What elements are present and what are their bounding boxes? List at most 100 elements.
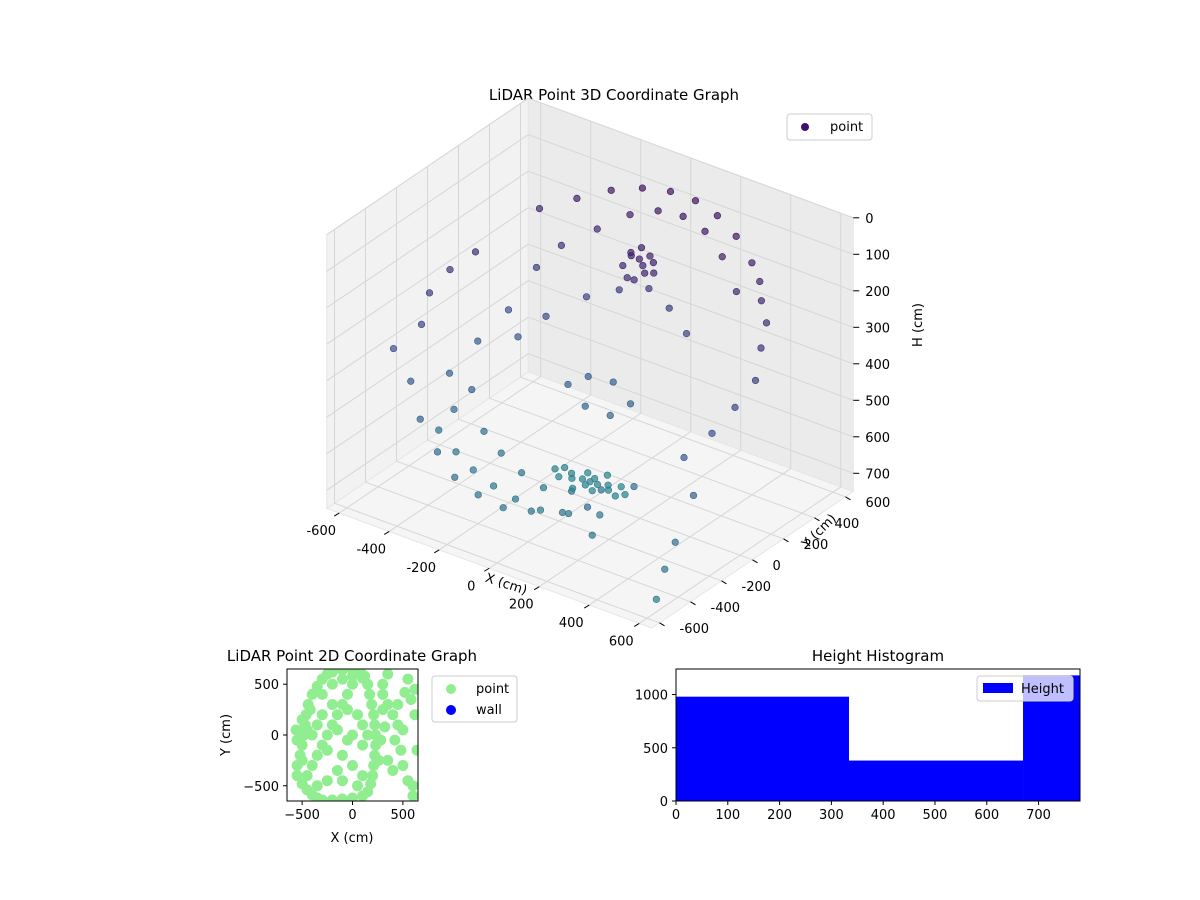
chart-3d-y-tick [721, 580, 727, 585]
chart-2d-point-point [326, 699, 338, 711]
histogram-x-tick-label: 200 [767, 808, 792, 823]
chart-2d-point-point [331, 709, 343, 721]
chart-3d-grid-z-left [326, 353, 529, 491]
chart-3d-point [619, 261, 627, 270]
chart-2d-point-point [326, 678, 338, 690]
chart-3d-point [578, 475, 587, 483]
chart-3d-y-tick [845, 496, 851, 501]
histogram-legend: Height [976, 675, 1074, 702]
chart-2d-point-point [377, 704, 389, 716]
chart-3d-point [762, 319, 771, 327]
chart-3d-point [451, 473, 459, 481]
chart-3d-point [645, 284, 653, 293]
chart-3d-scatter: LiDAR Point 3D Coordinate Graph -600-400… [306, 86, 926, 649]
chart-2d-point-point [377, 688, 389, 700]
chart-3d-point [514, 333, 522, 341]
chart-3d-z-tick-label: 400 [865, 358, 890, 373]
chart-2d-point-point [375, 734, 387, 746]
histogram-y-tick-label: 500 [643, 742, 668, 757]
chart-3d-point [417, 320, 426, 329]
chart-3d-grid-z-back [528, 353, 854, 474]
chart-2d-point-point [304, 704, 316, 716]
chart-3d-point [474, 337, 482, 345]
chart-2d-point-point [341, 704, 353, 716]
chart-3d-point [425, 289, 434, 297]
chart-2d-point-point [392, 699, 404, 711]
chart-3d-point [751, 376, 760, 385]
chart-3d-point [499, 504, 507, 512]
chart-2d-point-point [364, 688, 376, 700]
chart-3d-point [564, 380, 572, 389]
chart-3d-grid-z-back [528, 316, 854, 438]
histogram-frame [675, 668, 1081, 802]
histogram-x-tick-label: 300 [819, 808, 844, 823]
chart-3d-point [639, 262, 647, 270]
chart-3d-point [603, 471, 612, 479]
chart-2d-point-point [357, 770, 369, 782]
chart-2d-point-point [352, 780, 364, 792]
chart-2d-y-axis-label: Y (cm) [219, 714, 234, 757]
chart-2d-point-point [387, 709, 399, 721]
chart-3d-point [637, 244, 646, 252]
chart-3d-grid-z-back [528, 134, 854, 255]
histogram-legend-label: Height [1021, 682, 1064, 697]
chart-2d-point-point [352, 709, 364, 721]
chart-3d-point [617, 483, 625, 491]
chart-2d-point-point [336, 793, 348, 801]
chart-3d-point [756, 277, 764, 286]
chart-2d-point-point [296, 714, 308, 726]
chart-3d-grid-z-left [326, 134, 529, 272]
chart-3d-point [517, 469, 526, 477]
chart-3d-grid-y-floor [365, 481, 691, 603]
chart-3d-z-tick-label: 700 [865, 467, 890, 482]
chart-3d-point [665, 304, 673, 312]
chart-2d-point-point [321, 775, 333, 787]
chart-3d-point [511, 495, 520, 503]
chart-2d-point-point [347, 759, 358, 771]
chart-2d-point-point [331, 724, 343, 736]
chart-3d-y-tick-label: 0 [773, 559, 781, 574]
chart-3d-point [701, 227, 709, 235]
chart-3d-point [568, 484, 577, 492]
chart-3d-point [471, 248, 480, 256]
chart-3d-point [606, 411, 614, 420]
chart-2d-point-point [395, 744, 407, 756]
chart-3d-legend-label-point: point [830, 120, 863, 135]
chart-3d-point [596, 511, 604, 519]
chart-3d-x-tick [383, 531, 390, 535]
chart-3d-grid-z-left [326, 97, 529, 236]
chart-2d-point-point [316, 709, 328, 721]
chart-2d-title: LiDAR Point 2D Coordinate Graph [227, 647, 477, 665]
chart-3d-point [682, 330, 691, 338]
chart-3d-grid-z-left [326, 280, 529, 418]
chart-3d-point [609, 378, 617, 386]
chart-3d-point [539, 484, 548, 492]
chart-3d-point [555, 473, 563, 481]
histogram-x-tick-label: 600 [974, 808, 999, 823]
chart-2d-point-point [362, 729, 374, 741]
chart-2d-point-point [341, 688, 353, 700]
chart-3d-point [641, 269, 649, 277]
chart-3d-point [621, 491, 629, 499]
chart-2d-point-point [326, 794, 338, 801]
chart-3d-x-tick-label: 400 [559, 616, 584, 631]
chart-3d-point [435, 426, 443, 434]
chart-3d-point [468, 385, 476, 394]
chart-3d-z-tick-label: 0 [865, 212, 873, 227]
chart-3d-point [626, 400, 635, 408]
chart-3d-point [582, 293, 591, 301]
chart-3d-grid-y-floor [396, 460, 722, 582]
chart-2d-point-point [311, 780, 323, 792]
chart-2d-x-axis-label: X (cm) [331, 831, 374, 846]
chart-3d-y-tick [752, 559, 758, 564]
chart-3d-point [671, 538, 679, 546]
chart-3d-grid-z-left [326, 207, 529, 345]
chart-3d-point [588, 531, 596, 539]
chart-2d-point-point [368, 709, 380, 721]
chart-2d-point-point [311, 749, 323, 761]
chart-3d-point [649, 259, 658, 267]
chart-3d-z-tick-label: 100 [865, 248, 890, 263]
chart-2d-points [290, 669, 418, 801]
histogram-x-tick-label: 500 [923, 808, 948, 823]
histogram-bar [848, 760, 1024, 801]
